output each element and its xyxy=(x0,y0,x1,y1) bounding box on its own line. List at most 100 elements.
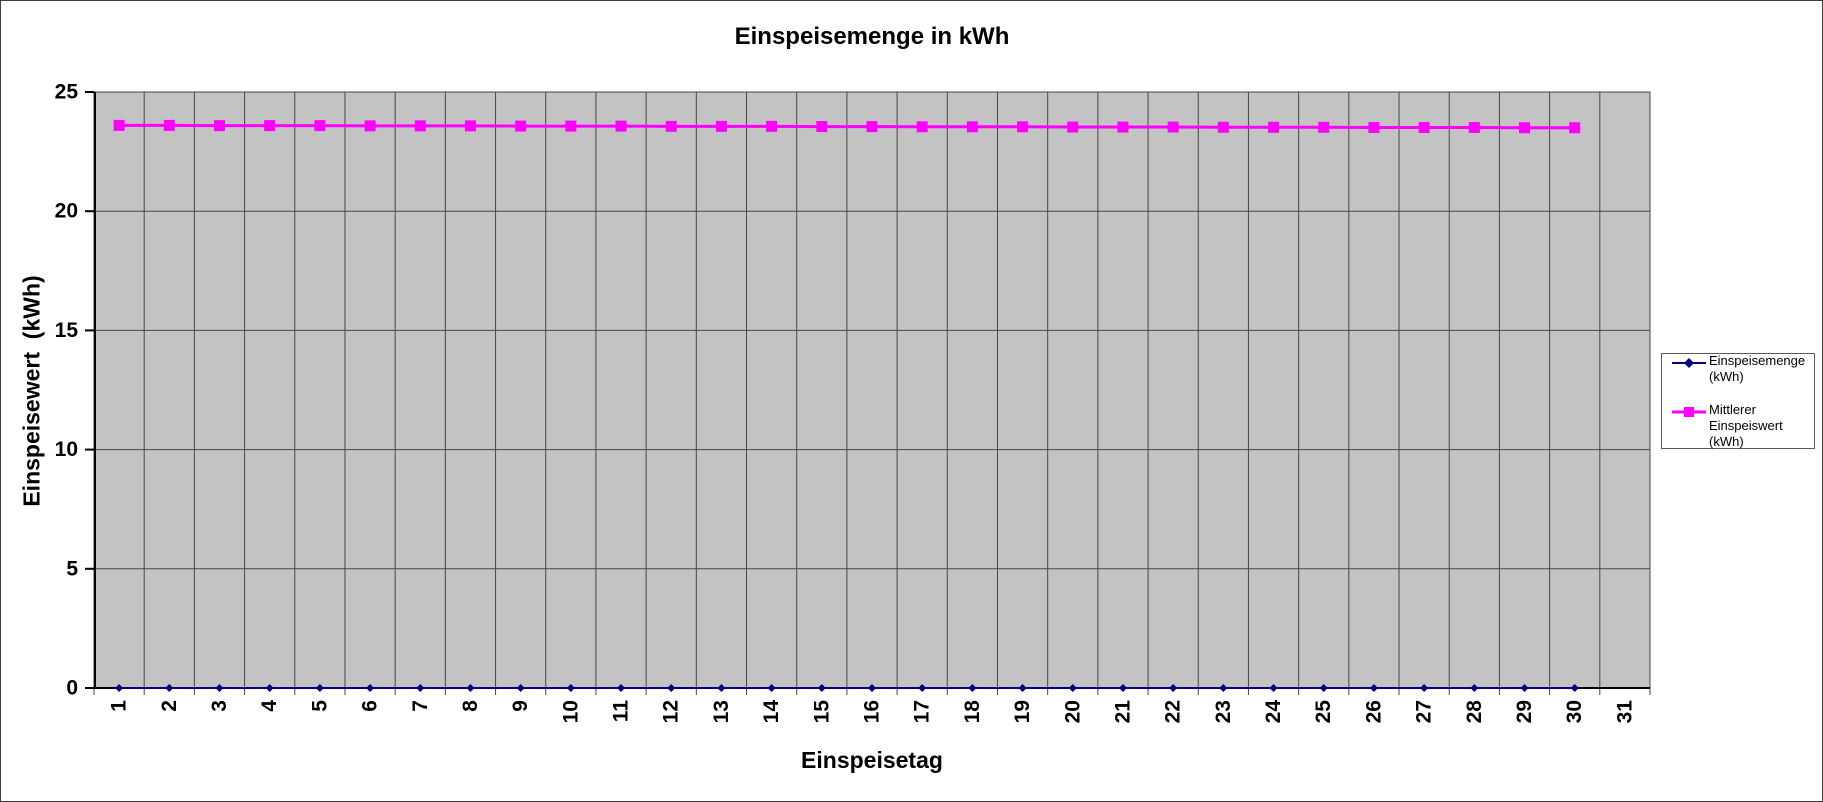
data-point-marker xyxy=(113,119,125,131)
series-line xyxy=(119,123,1575,130)
data-point-marker xyxy=(1169,684,1178,692)
y-tick-label: 5 xyxy=(66,557,78,580)
x-tick-label: 13 xyxy=(710,700,733,723)
x-tick-label: 22 xyxy=(1162,700,1185,723)
x-tick-label: 23 xyxy=(1212,700,1235,723)
data-point-marker xyxy=(264,120,276,132)
x-tick-label: 4 xyxy=(258,700,281,712)
data-point-marker xyxy=(1167,121,1179,133)
vertical-gridlines xyxy=(143,92,1601,688)
data-point-marker xyxy=(314,120,326,132)
x-tick-label: 25 xyxy=(1312,700,1335,724)
y-axis-title: Einspeisewert (kWh) xyxy=(18,275,45,507)
y-tick-label: 10 xyxy=(55,438,78,461)
data-point-marker xyxy=(215,684,224,692)
x-tick-label: 10 xyxy=(559,700,582,723)
data-point-marker xyxy=(213,120,225,132)
data-point-marker xyxy=(767,684,776,692)
data-point-marker xyxy=(868,684,876,692)
data-point-marker xyxy=(1468,122,1480,134)
data-point-marker xyxy=(416,684,425,692)
data-point-marker xyxy=(918,684,927,692)
data-point-marker xyxy=(1268,121,1280,133)
data-point-marker xyxy=(1418,122,1430,134)
x-tick-label: 28 xyxy=(1463,700,1486,724)
data-point-marker xyxy=(715,120,727,132)
data-point-marker xyxy=(315,684,324,692)
data-point-marker xyxy=(466,684,475,692)
data-point-marker xyxy=(1420,684,1429,692)
y-tick-label: 15 xyxy=(55,319,79,342)
data-point-marker xyxy=(115,684,124,692)
x-tick-label: 17 xyxy=(911,700,934,723)
data-point-marker xyxy=(366,684,375,692)
data-point-marker xyxy=(464,120,476,132)
data-point-marker xyxy=(1117,121,1129,133)
x-tick-label: 6 xyxy=(359,700,382,712)
data-point-marker xyxy=(1570,684,1579,692)
y-tick-label: 20 xyxy=(55,200,78,223)
x-tick-label: 11 xyxy=(610,700,633,723)
legend-entry: Einspeisemenge (kWh) xyxy=(1672,353,1810,385)
data-point-marker xyxy=(565,120,577,132)
data-point-marker xyxy=(1067,121,1079,133)
x-tick-label: 26 xyxy=(1362,700,1385,723)
x-tick-label: 21 xyxy=(1111,700,1134,724)
data-point-marker xyxy=(165,684,174,692)
data-point-marker xyxy=(717,684,726,692)
x-tick-label: 27 xyxy=(1413,700,1436,723)
data-point-marker xyxy=(1520,684,1529,692)
data-point-marker xyxy=(966,121,978,133)
series-mittlerer-einspeiswert xyxy=(113,119,1581,134)
data-point-marker xyxy=(1318,121,1330,133)
x-tick-label: 30 xyxy=(1563,700,1586,723)
data-point-marker xyxy=(1017,121,1029,133)
x-tick-label: 24 xyxy=(1262,700,1285,724)
x-axis-title: Einspeisetag xyxy=(801,747,943,773)
series-einspeisemenge xyxy=(115,684,1579,692)
y-tick-label: 25 xyxy=(55,81,79,104)
x-axis-ticks xyxy=(93,688,1651,695)
data-point-marker xyxy=(866,121,878,133)
data-point-marker xyxy=(1519,122,1531,134)
legend-diamond-marker-icon xyxy=(1672,357,1706,368)
data-point-marker xyxy=(566,684,575,692)
data-point-marker xyxy=(1369,684,1378,692)
data-point-marker xyxy=(1068,684,1077,692)
data-point-marker xyxy=(1018,684,1027,692)
x-tick-label: 31 xyxy=(1613,700,1636,724)
data-point-marker xyxy=(916,121,928,133)
data-point-marker xyxy=(766,120,778,132)
x-tick-label: 5 xyxy=(308,700,331,712)
data-point-marker xyxy=(1118,684,1127,692)
legend-entry: Mittlerer Einspeiswert (kWh) xyxy=(1672,402,1810,450)
data-point-marker xyxy=(817,684,826,692)
data-point-marker xyxy=(968,684,977,692)
x-tick-label: 19 xyxy=(1011,700,1034,723)
data-point-marker xyxy=(516,684,525,692)
x-tick-label: 9 xyxy=(509,700,532,712)
x-axis-labels: 1 2 3 4 5 6 7 8 9 10 11 12 13 14 15 16 17 18 19 20 21 22 23 24 2… xyxy=(108,700,1637,724)
legend-square-marker-icon xyxy=(1672,406,1706,417)
x-tick-label: 8 xyxy=(459,700,482,712)
data-point-marker xyxy=(1219,684,1228,692)
x-tick-label: 7 xyxy=(409,700,432,712)
data-point-marker xyxy=(515,120,527,132)
horizontal-gridlines xyxy=(94,210,1650,570)
data-point-marker xyxy=(265,684,274,692)
x-tick-label: 15 xyxy=(810,700,833,724)
legend-label: Einspeisemenge (kWh) xyxy=(1709,352,1806,384)
data-point-marker xyxy=(615,120,627,132)
x-tick-label: 12 xyxy=(660,700,683,723)
data-point-marker xyxy=(1368,122,1380,134)
x-tick-label: 20 xyxy=(1061,700,1084,723)
y-tick-label: 0 xyxy=(66,677,78,700)
data-point-marker xyxy=(1269,684,1278,692)
x-tick-label: 29 xyxy=(1513,700,1536,723)
data-point-marker xyxy=(816,121,828,133)
plot-background xyxy=(93,91,1651,689)
data-point-marker xyxy=(665,120,677,132)
data-point-marker xyxy=(1319,684,1328,692)
data-point-marker xyxy=(667,684,676,692)
